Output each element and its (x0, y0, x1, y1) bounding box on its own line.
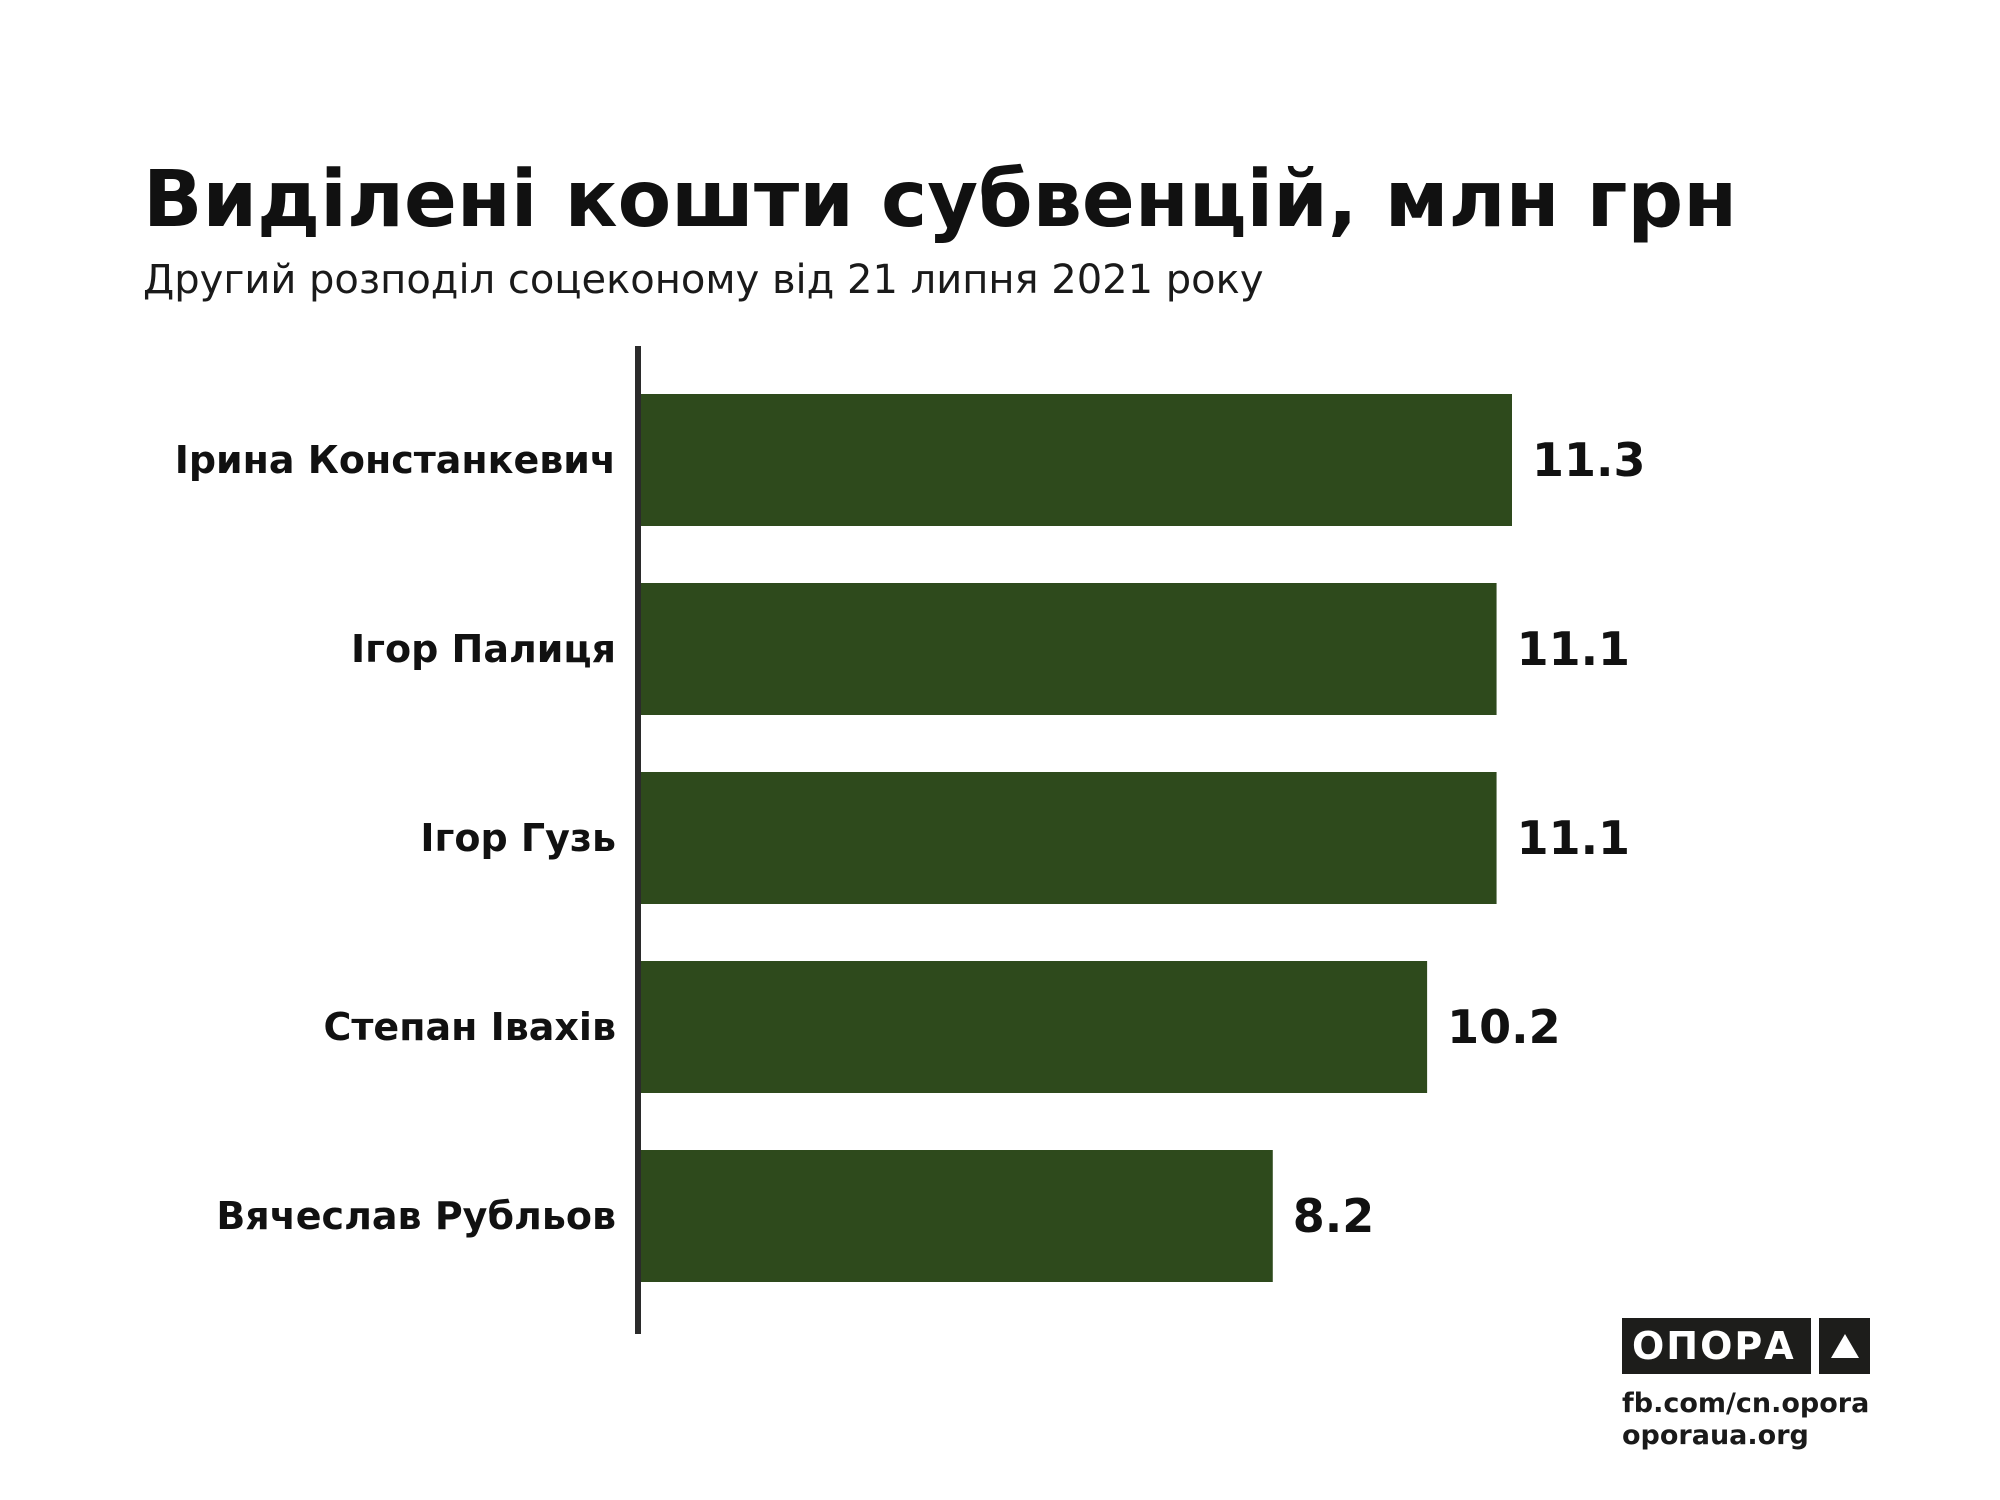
chart-title: Виділені кошти субвенцій, млн грн (143, 155, 1738, 245)
website-link[interactable]: oporaua.org (1622, 1420, 1809, 1451)
bar-2 (640, 583, 1497, 715)
value-label-2: 11.1 (1517, 622, 1631, 676)
bar-3 (640, 772, 1497, 904)
category-labels: Ірина Констанкевич Ігор Палиця Ігор Гузь Ст… (175, 438, 616, 1238)
logo-text: ОПОРА (1632, 1324, 1796, 1368)
category-label-3: Ігор Гузь (420, 816, 616, 860)
logo-divider (1811, 1318, 1819, 1374)
bar-4 (640, 961, 1428, 1093)
bar-1 (640, 394, 1512, 526)
bars-group (640, 394, 1512, 1282)
category-label-1: Ірина Констанкевич (175, 438, 616, 482)
category-label-5: Вячеслав Рубльов (216, 1194, 616, 1238)
facebook-link[interactable]: fb.com/cn.opora (1622, 1388, 1870, 1419)
value-label-3: 11.1 (1517, 811, 1631, 865)
value-label-4: 10.2 (1447, 1000, 1561, 1054)
value-label-5: 8.2 (1293, 1189, 1375, 1243)
opora-logo[interactable]: ОПОРА (1622, 1318, 1870, 1374)
value-labels: 11.3 11.1 11.1 10.2 8.2 (1293, 433, 1646, 1243)
chart-subtitle: Другий розподіл соцеконому від 21 липня … (143, 257, 1264, 303)
credits: fb.com/cn.opora oporaua.org (1622, 1388, 1869, 1452)
bar-5 (640, 1150, 1273, 1282)
category-label-4: Степан Івахів (324, 1005, 616, 1049)
value-label-1: 11.3 (1532, 433, 1646, 487)
category-label-2: Ігор Палиця (351, 627, 616, 671)
triangle-icon (1831, 1334, 1859, 1358)
